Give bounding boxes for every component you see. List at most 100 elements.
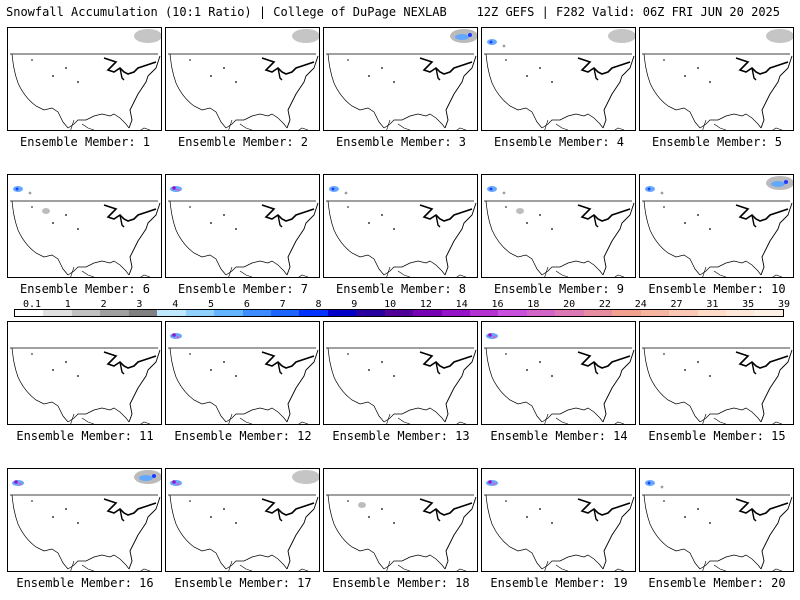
snowfall-area [450,29,477,43]
scale-tick: 31 [706,299,719,310]
us-outline-map [484,29,635,130]
scale-swatch [669,310,698,316]
snowfall-area [329,186,348,195]
scale-swatch [185,310,215,316]
snowfall-area [358,502,366,508]
scale-tick: 18 [527,299,540,310]
us-outline-map [168,470,319,571]
ensemble-map-panel [323,27,478,131]
model-run-label: 12Z GEFS | F282 Valid: 06Z FRI JUN 20 20… [476,5,780,19]
ensemble-map-panel [639,27,794,131]
ensemble-member-label: Ensemble Member: 18 [332,576,470,590]
ensemble-member-label: Ensemble Member: 4 [493,135,625,149]
scale-tick: 2 [100,299,107,310]
ensemble-member-label: Ensemble Member: 11 [16,429,154,443]
snowfall-area [134,29,161,43]
scale-swatch [327,310,357,316]
scale-tick: 20 [563,299,576,310]
snowfall-area [170,186,182,192]
scale-swatch [100,310,129,316]
scale-tick: 24 [634,299,647,310]
scale-tick: 6 [243,299,250,310]
snowfall-area [292,29,319,43]
us-outline-map [326,29,477,130]
snowfall-area [487,39,506,48]
snowfall-area [645,480,664,489]
us-outline-map [10,29,161,130]
us-outline-map [168,186,319,277]
us-outline-map [10,470,161,571]
us-outline-map [168,333,319,424]
snowfall-area [486,333,498,339]
ensemble-map-panel [165,321,320,425]
scale-tick: 12 [419,299,432,310]
ensemble-map-panel [639,174,794,278]
scale-swatch [470,310,499,316]
scale-swatch [356,310,385,316]
scale-swatch [640,310,670,316]
ensemble-map-panel [7,27,162,131]
scale-tick: 16 [491,299,504,310]
scale-swatch [299,310,328,316]
ensemble-map-panel [481,321,636,425]
ensemble-member-label: Ensemble Member: 6 [19,282,151,296]
us-outline-map [642,29,793,130]
scale-swatch [15,310,44,316]
snowfall-color-scale: 0.1 1 2 3 4 5 6 7 8 9 10 12 14 16 18 20 22 24 27 31 35 39 [14,299,790,317]
ensemble-member-label: Ensemble Member: 15 [648,429,786,443]
scale-swatch [498,310,527,316]
ensemble-map-panel [7,321,162,425]
ensemble-member-label: Ensemble Member: 10 [648,282,786,296]
ensemble-member-label: Ensemble Member: 3 [335,135,467,149]
map-title: Snowfall Accumulation (10:1 Ratio) | Col… [6,5,447,19]
snowfall-area [487,186,506,195]
us-outline-map [326,186,477,277]
scale-tick: 0.1 [22,299,42,310]
scale-swatch [242,310,271,316]
ensemble-member-label: Ensemble Member: 19 [490,576,628,590]
us-outline-map [484,186,635,277]
scale-swatch [270,310,300,316]
ensemble-member-label: Ensemble Member: 5 [651,135,783,149]
scale-tick: 4 [172,299,179,310]
snowfall-area [170,333,182,339]
scale-swatch [413,310,442,316]
scale-swatch [214,310,243,316]
ensemble-member-label: Ensemble Member: 2 [177,135,309,149]
scale-swatch [157,310,186,316]
us-outline-map [484,333,635,424]
ensemble-map-panel [323,468,478,572]
us-outline-map [326,347,477,424]
us-outline-map [642,480,793,571]
snowfall-area [12,480,24,486]
us-outline-map [642,176,793,277]
scale-tick: 39 [777,299,791,310]
snowfall-area [608,29,635,43]
scale-tick: 27 [670,299,683,310]
ensemble-map-panel [639,468,794,572]
scale-tick: 1 [64,299,71,310]
us-outline-map [642,347,793,424]
ensemble-member-label: Ensemble Member: 14 [490,429,628,443]
scale-tick: 5 [208,299,215,310]
scale-tick: 9 [351,299,358,310]
snowfall-area [13,186,32,195]
scale-tick: 3 [136,299,143,310]
ensemble-member-label: Ensemble Member: 16 [16,576,154,590]
ensemble-member-label: Ensemble Member: 7 [177,282,309,296]
ensemble-member-label: Ensemble Member: 12 [174,429,312,443]
ensemble-map-panel [323,321,478,425]
ensemble-member-label: Ensemble Member: 8 [335,282,467,296]
snowfall-area [170,480,182,486]
snowfall-area [516,208,524,214]
scale-color-bar [14,309,784,317]
ensemble-map-panel [481,468,636,572]
scale-swatch [71,310,101,316]
ensemble-map-panel [7,174,162,278]
us-outline-map [10,186,161,277]
ensemble-map-panel [165,27,320,131]
ensemble-map-panel [481,27,636,131]
ensemble-member-label: Ensemble Member: 17 [174,576,312,590]
scale-tick: 8 [315,299,322,310]
scale-swatch [583,310,613,316]
